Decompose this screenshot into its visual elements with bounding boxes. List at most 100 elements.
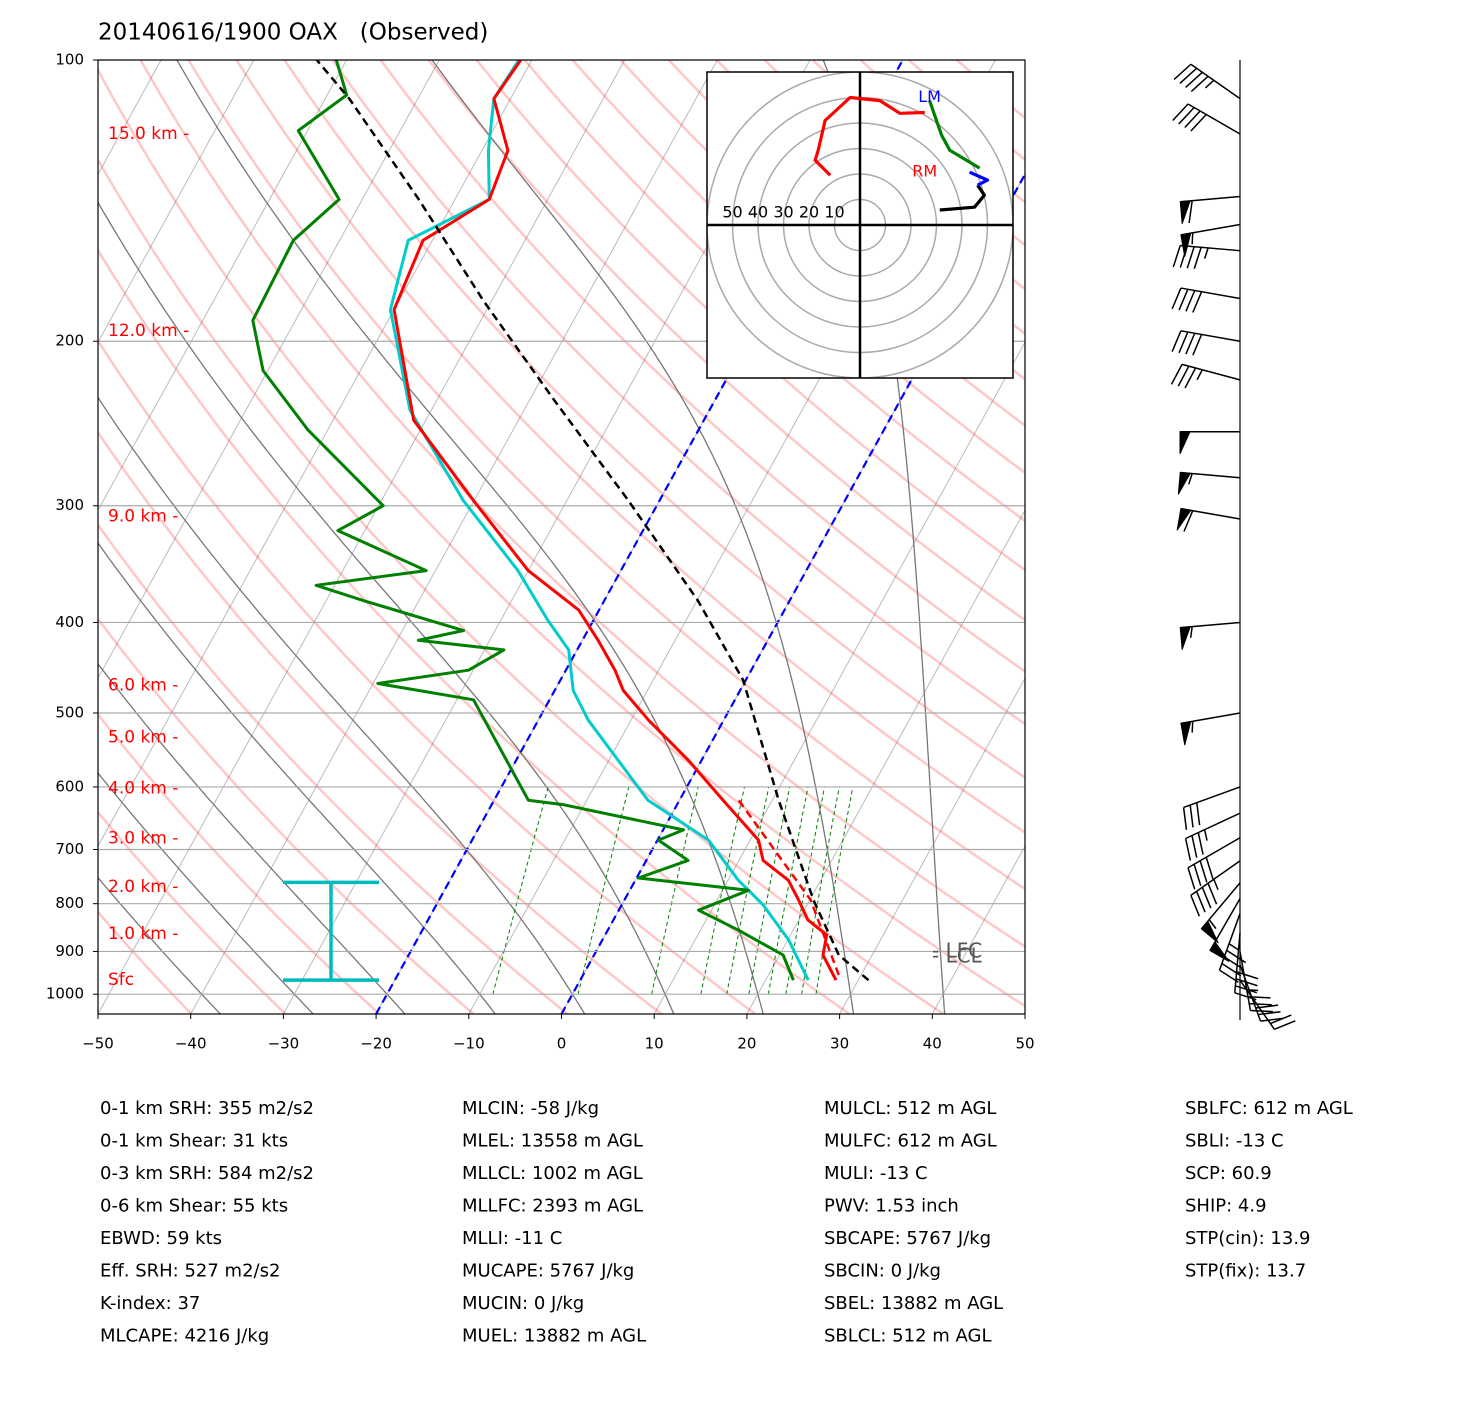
height-label: 15.0 km - bbox=[108, 124, 189, 144]
wind-barb bbox=[1171, 287, 1241, 313]
profile-line bbox=[251, 60, 795, 981]
isotherm bbox=[653, 341, 1025, 1014]
x-tick-label: 30 bbox=[830, 1035, 849, 1053]
profiles bbox=[251, 60, 870, 982]
dry-adiabat bbox=[571, 60, 1025, 475]
hodo-annotation: RM bbox=[912, 162, 937, 181]
stat-line: SBLCL: 512 m AGL bbox=[824, 1326, 992, 1347]
stat-line: MUCAPE: 5767 J/kg bbox=[462, 1261, 634, 1282]
y-tick-label: 900 bbox=[55, 942, 84, 960]
barb-flag bbox=[1176, 508, 1192, 531]
wind-barb bbox=[1179, 195, 1241, 224]
wind-barb bbox=[1180, 223, 1241, 257]
dry-adiabat bbox=[427, 60, 1025, 622]
stat-line: 0-6 km Shear: 55 kts bbox=[100, 1196, 288, 1217]
x-tick-label: −20 bbox=[360, 1035, 392, 1053]
barb-flag bbox=[1179, 200, 1191, 224]
profile-line bbox=[315, 60, 870, 982]
barb-flag bbox=[1200, 920, 1219, 944]
isotherm bbox=[746, 509, 1025, 1014]
wind-barb bbox=[1172, 244, 1241, 270]
stat-line: SBCAPE: 5767 J/kg bbox=[824, 1228, 991, 1249]
dry-adiabat bbox=[98, 616, 475, 1014]
hodograph: 50 40 30 20 10 LM RM bbox=[706, 71, 1014, 379]
hodo-ring-label: 40 bbox=[748, 203, 768, 222]
dry-adiabat bbox=[139, 60, 1025, 949]
isotherm bbox=[98, 60, 440, 680]
barb-staff bbox=[1239, 951, 1273, 1013]
height-label: 9.0 km - bbox=[108, 506, 178, 526]
wind-barb bbox=[1200, 882, 1241, 944]
barb-staff bbox=[1234, 932, 1259, 1001]
wind-barb bbox=[1239, 951, 1273, 1013]
wind-barb bbox=[1179, 431, 1240, 454]
barb-staff bbox=[1171, 287, 1241, 313]
dry-adiabat bbox=[98, 522, 569, 1014]
dry-adiabat bbox=[331, 60, 1025, 726]
wind-barb bbox=[1180, 712, 1241, 746]
wind-barb bbox=[1184, 812, 1241, 861]
barb-staff bbox=[1173, 63, 1241, 100]
wind-barb bbox=[1234, 932, 1259, 1001]
isotherm bbox=[98, 60, 626, 1014]
stat-line: MLCIN: -58 J/kg bbox=[462, 1098, 599, 1119]
moist-adiabat bbox=[98, 662, 406, 1014]
moist-adiabat bbox=[176, 60, 764, 1014]
stat-line: MULCL: 512 m AGL bbox=[824, 1098, 996, 1119]
dry-adiabat bbox=[98, 910, 193, 1014]
y-tick-label: 200 bbox=[55, 332, 84, 350]
barb-staff bbox=[1187, 837, 1241, 890]
stat-line: MLCAPE: 4216 J/kg bbox=[100, 1326, 269, 1347]
barb-staff bbox=[1190, 860, 1241, 917]
wind-barb bbox=[1190, 860, 1241, 917]
stat-line: MULI: -13 C bbox=[824, 1163, 928, 1184]
stat-line: MUEL: 13882 m AGL bbox=[462, 1326, 646, 1347]
dry-adiabat bbox=[98, 157, 945, 1014]
stat-line: MULFC: 612 m AGL bbox=[824, 1131, 997, 1152]
wind-barb bbox=[1171, 330, 1241, 356]
height-label: Sfc bbox=[108, 970, 134, 990]
dry-adiabat bbox=[523, 60, 1025, 523]
x-tick-label: 40 bbox=[923, 1035, 942, 1053]
stat-line: MLLI: -11 C bbox=[462, 1228, 562, 1249]
isotherm bbox=[931, 845, 1025, 1014]
height-label: 2.0 km - bbox=[108, 877, 178, 897]
y-tick-label: 400 bbox=[55, 613, 84, 631]
dry-adiabat bbox=[187, 60, 1025, 891]
isotherm bbox=[98, 60, 533, 848]
stat-line: MLEL: 13558 m AGL bbox=[462, 1131, 643, 1152]
profile-line bbox=[737, 799, 840, 976]
hodograph-frame bbox=[706, 71, 1014, 379]
barb-flag bbox=[1177, 471, 1192, 495]
dry-adiabat bbox=[283, 60, 1025, 780]
stat-line: 0-3 km SRH: 584 m2/s2 bbox=[100, 1163, 314, 1184]
x-tick-label: 20 bbox=[737, 1035, 756, 1053]
barb-staff bbox=[1172, 244, 1241, 270]
dry-adiabat bbox=[98, 338, 757, 1014]
stat-line: STP(cin): 13.9 bbox=[1185, 1228, 1311, 1249]
moist-adiabat bbox=[98, 772, 314, 1014]
isotherm bbox=[98, 60, 347, 512]
y-tick-label: 1000 bbox=[46, 985, 84, 1003]
y-tick-label: 500 bbox=[55, 703, 84, 721]
dry-adiabat bbox=[98, 247, 851, 1014]
moist-adiabat bbox=[98, 201, 675, 1014]
moist-adiabat bbox=[98, 876, 222, 1014]
stat-line: Eff. SRH: 527 m2/s2 bbox=[100, 1261, 280, 1282]
wind-barb bbox=[1176, 507, 1241, 532]
background-lines bbox=[98, 60, 1025, 1014]
barb-staff bbox=[1170, 363, 1241, 389]
barb-staff bbox=[1239, 964, 1283, 1022]
stat-line: EBWD: 59 kts bbox=[100, 1228, 222, 1249]
plot-frame bbox=[97, 59, 1026, 1015]
stat-line: SBEL: 13882 m AGL bbox=[824, 1293, 1003, 1314]
level-label: - LCL bbox=[932, 943, 983, 967]
x-tick-label: −10 bbox=[453, 1035, 485, 1053]
wind-barb bbox=[1218, 913, 1247, 983]
barb-staff bbox=[1171, 330, 1241, 356]
stat-line: MLLFC: 2393 m AGL bbox=[462, 1196, 643, 1217]
wind-barb bbox=[1209, 898, 1241, 962]
wind-barb bbox=[1172, 103, 1241, 135]
